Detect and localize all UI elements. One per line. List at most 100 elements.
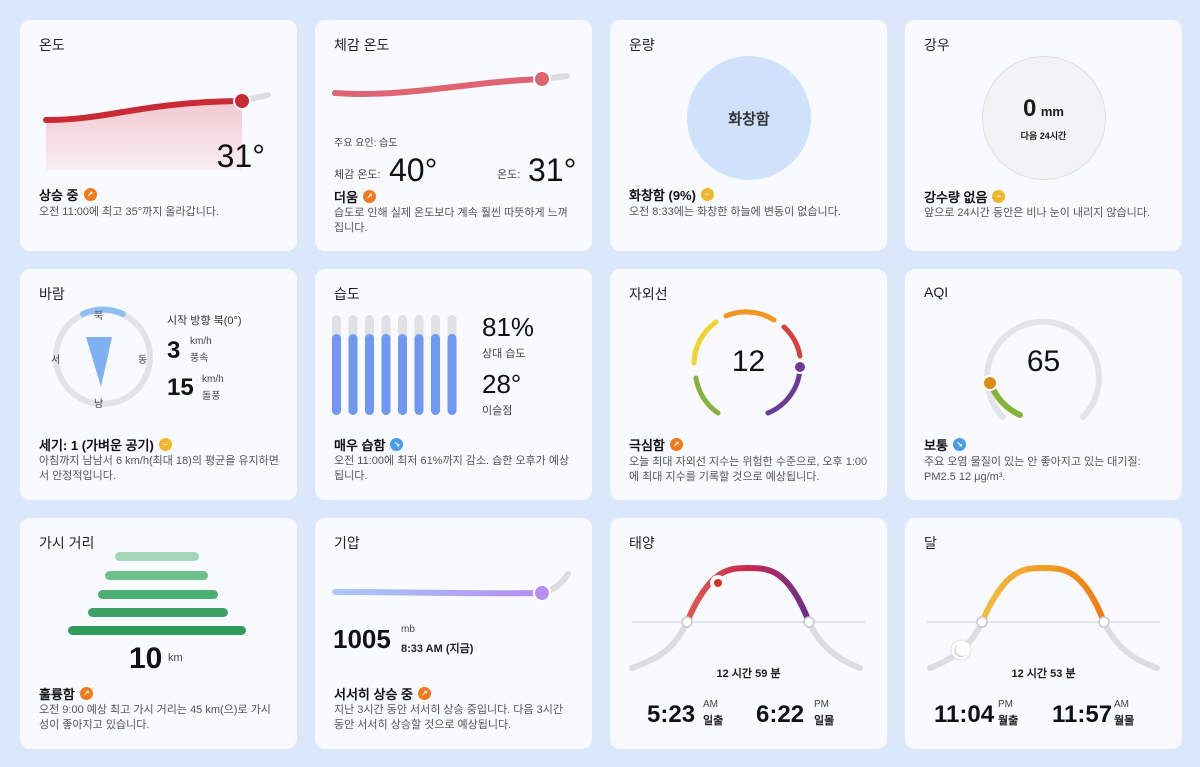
moon-arc: [927, 564, 1160, 671]
temperature-summary: 상승 중 ↗: [39, 185, 97, 204]
moonrise-ampm: PM: [998, 699, 1013, 710]
uv-desc: 오늘 최대 자외선 지수는 위험한 수준으로, 오후 1:00에 최대 지수를 …: [629, 456, 868, 483]
pressure-graph: [332, 571, 571, 602]
cloud-card[interactable]: 운량 화창함 화창함 (9%) ~ 오전 8:33에는 화창한 하늘에 변동이 …: [610, 20, 887, 251]
wind-direction: 시작 방향 북(0°): [167, 315, 242, 327]
aqi-value: 65: [1026, 345, 1061, 378]
visibility-value: 10: [129, 642, 163, 675]
aqi-summary: 보통 ↘: [924, 435, 966, 454]
summary-label: 화창함 (9%): [629, 188, 696, 203]
summary-label: 상승 중: [39, 188, 79, 203]
humidity-bar-fill: [447, 334, 457, 415]
sunrise-time: 5:23: [647, 701, 696, 728]
aqi-desc: 주요 오염 물질이 있는 안 좋아지고 있는 대기질: PM2.5 12 μg/…: [924, 456, 1141, 483]
sunrise-label: 일출: [703, 715, 724, 727]
aqi-gauge: [982, 318, 1102, 420]
card-title: 기압: [334, 535, 360, 551]
pressure-desc: 지난 3시간 동안 서서히 상승 중입니다. 다음 3시간 동안 서서히 상승할…: [334, 704, 563, 731]
wind-card[interactable]: 바람 북 남 동 서 시작 방향 북(0°) 3 km/h 풍속 15 km/h…: [20, 269, 297, 500]
trend-down-icon: ↘: [952, 438, 966, 451]
feels-like-card[interactable]: 체감 온도 주요 요인: 습도 체감 온도: 40° 온도: 31° 더움 ↗ …: [315, 20, 592, 251]
dew-point-value: 28°: [482, 369, 522, 399]
uv-value: 12: [731, 345, 766, 378]
summary-label: 훌륭함: [39, 687, 75, 702]
humidity-bar-fill: [398, 334, 407, 415]
feels-factor: 주요 요인: 습도: [334, 138, 398, 149]
feels-summary: 더움 ↗: [334, 187, 376, 206]
precipitation-card[interactable]: 강우 0 mm 다음 24시간 강수량 없음 ~ 앞으로 24시간 동안은 비나…: [905, 20, 1182, 251]
visibility-card[interactable]: 가시 거리 10 km 훌륭함 ↗ 오전 9:00 예상 최고 가시 거리는 4…: [20, 518, 297, 749]
wind-speed-unit: km/h: [190, 336, 212, 347]
sunset-time: 6:22: [756, 701, 805, 728]
humidity-summary: 매우 습함 ↘: [334, 435, 404, 454]
card-title: 가시 거리: [39, 535, 95, 551]
humidity-value: 81%: [482, 312, 535, 342]
humidity-bar-fill: [348, 334, 358, 415]
summary-label: 강수량 없음: [924, 190, 988, 205]
cloud-center-label: 화창함: [728, 110, 770, 128]
humidity-bar-fill: [381, 334, 391, 415]
feels-like-graph: [332, 70, 570, 97]
precip-circle: [982, 56, 1106, 180]
wind-gust-value: 15: [167, 374, 194, 401]
humidity-card[interactable]: 습도 81% 상대 습도 28° 이슬점 매우 습함 ↘ 오전 11:00에 최…: [315, 269, 592, 500]
feels-label: 체감 온도:: [334, 169, 381, 181]
wind-desc: 아침까지 남남서 6 km/h(최대 18)의 평균을 유지하면서 안정적입니다…: [39, 455, 279, 482]
compass-west: 서: [51, 355, 61, 366]
card-title: AQI: [924, 284, 949, 300]
temperature-card[interactable]: 온도 31° 상승 중 ↗ 오전 11:00에 최고 35°까지 올라갑니다.: [20, 20, 297, 251]
card-title: 체감 온도: [334, 37, 390, 53]
summary-label: 매우 습함: [334, 438, 386, 453]
wind-speed-label: 풍속: [190, 353, 209, 364]
sunset-label: 일몰: [814, 715, 835, 727]
card-title: 자외선: [629, 286, 668, 302]
sun-card[interactable]: 태양 12 시간 59 분 5:23 AM 일출 6:22 PM 일몰: [610, 518, 887, 749]
humidity-desc: 오전 11:00에 최저 61%까지 감소. 습한 오후가 예상됩니다.: [334, 455, 570, 482]
trend-up-icon: ↗: [417, 687, 431, 700]
temperature-value: 31°: [216, 138, 265, 174]
moonset-label: 월몰: [1114, 715, 1135, 727]
moon-card[interactable]: 달 12 시간 53 분 11:04 PM 월출 11:57 AM 월몰: [905, 518, 1182, 749]
sunset-ampm: PM: [814, 699, 829, 710]
aqi-card[interactable]: AQI 65 보통 ↘ 주요 오염 물질이 있는 안 좋아지고 있는 대기질: …: [905, 269, 1182, 500]
precip-period: 다음 24시간: [1020, 131, 1067, 141]
precip-desc: 앞으로 24시간 동안은 비나 눈이 내리지 않습니다.: [924, 207, 1150, 219]
humidity-bar-fill: [431, 334, 440, 415]
wind-summary: 세기: 1 (가벼운 공기) ~: [39, 435, 172, 454]
trend-up-icon: ↗: [79, 687, 93, 700]
trend-up-icon: ↗: [362, 190, 376, 203]
pressure-time: 8:33 AM (지금): [401, 643, 474, 655]
uv-gauge: [691, 309, 807, 416]
cloud-circle: 화창함: [687, 56, 811, 180]
precip-value: 0: [1023, 95, 1037, 122]
moon-duration: 12 시간 53 분: [1011, 668, 1076, 680]
card-title: 온도: [39, 37, 65, 53]
sun-arc: [629, 564, 865, 671]
pressure-card[interactable]: 기압 1005 mb 8:33 AM (지금) 서서히 상승 중 ↗ 지난 3시…: [315, 518, 592, 749]
uv-card[interactable]: 자외선 12 극심함 ↗ 오늘 최대 자외선 지수는 위험한 수준으로, 오후 …: [610, 269, 887, 500]
trend-up-icon: ↗: [83, 188, 97, 201]
wind-gust-unit: km/h: [202, 374, 224, 385]
temp-value: 31°: [528, 152, 577, 188]
pressure-unit: mb: [401, 624, 415, 635]
wind-gust-label: 돌풍: [202, 391, 221, 402]
sun-duration: 12 시간 59 분: [716, 668, 781, 680]
temperature-graph: [43, 92, 271, 170]
steady-icon: ~: [158, 438, 172, 451]
visibility-summary: 훌륭함 ↗: [39, 684, 93, 703]
trend-up-icon: ↗: [669, 438, 683, 451]
summary-label: 세기: 1 (가벼운 공기): [39, 438, 154, 453]
humidity-bar-fill: [332, 334, 341, 415]
feels-desc: 습도로 인해 실제 온도보다 계속 훨씬 따뜻하게 느껴집니다.: [334, 207, 568, 234]
visibility-desc: 오전 9:00 예상 최고 가시 거리는 45 km(으)로 가시성이 좋아지고…: [39, 704, 271, 731]
precip-summary: 강수량 없음 ~: [924, 187, 1006, 206]
steady-icon: ~: [992, 190, 1006, 203]
feels-value: 40°: [389, 152, 438, 188]
temp-label: 온도:: [497, 169, 521, 181]
compass-east: 동: [138, 355, 148, 366]
pressure-summary: 서서히 상승 중 ↗: [334, 684, 431, 703]
summary-label: 보통: [924, 438, 948, 453]
card-title: 달: [924, 535, 937, 551]
humidity-bar-fill: [414, 334, 424, 415]
steady-icon: ~: [700, 188, 714, 201]
